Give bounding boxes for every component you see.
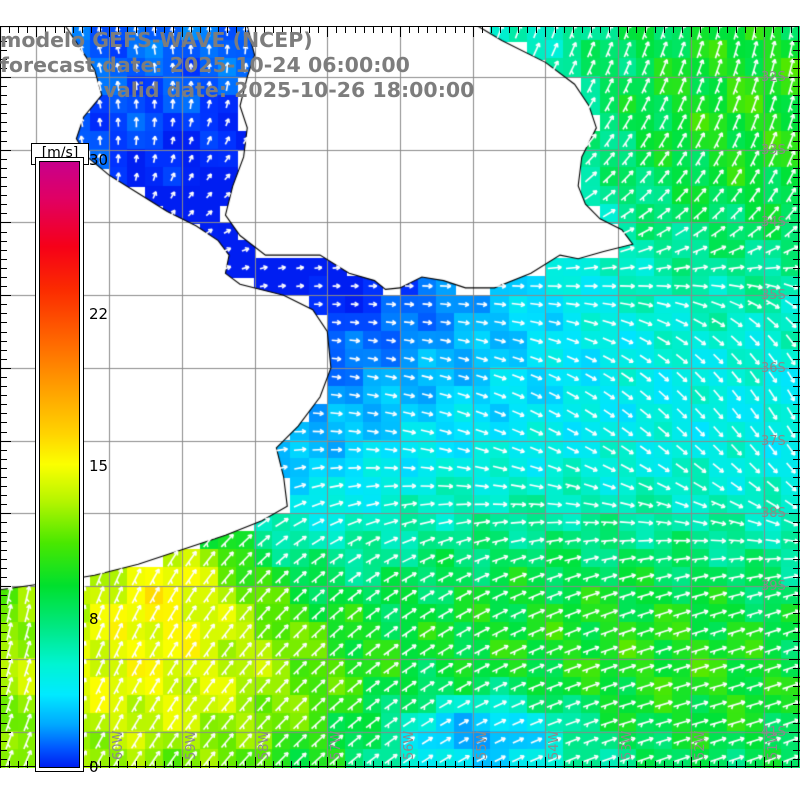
- lat-label-39S: 39S: [761, 579, 786, 595]
- lon-label-58W: 58W: [256, 730, 272, 760]
- lat-label-38S: 38S: [761, 506, 786, 522]
- lon-label-52W: 52W: [692, 730, 708, 760]
- colorbar-tick-15: 15: [89, 456, 109, 475]
- colorbar: [m/s] 30 22 15 8 0: [31, 143, 123, 776]
- colorbar-tick-0: 0: [89, 758, 99, 776]
- lat-label-35S: 35S: [761, 288, 786, 304]
- lon-label-59W: 59W: [183, 730, 199, 760]
- lon-label-57W: 57W: [329, 730, 345, 760]
- lat-label-37S: 37S: [761, 433, 786, 449]
- lat-label-34S: 34S: [761, 215, 786, 231]
- lat-label-32S: 32S: [761, 69, 786, 85]
- colorbar-gradient: [39, 161, 80, 768]
- lat-label-41S: 41S: [761, 724, 786, 740]
- lon-label-51W: 51W: [765, 730, 781, 760]
- lon-label-54W: 54W: [547, 730, 563, 760]
- colorbar-tick-30: 30: [89, 151, 109, 169]
- lat-label-33S: 33S: [761, 142, 786, 158]
- wind-field-canvas[interactable]: [0, 26, 800, 768]
- lon-label-53W: 53W: [620, 730, 636, 760]
- colorbar-tick-22: 22: [89, 304, 109, 323]
- lon-label-55W: 55W: [474, 730, 490, 760]
- colorbar-tick-8: 8: [89, 610, 99, 629]
- map-plot-area[interactable]: [0, 26, 800, 768]
- lat-label-36S: 36S: [761, 360, 786, 376]
- lon-label-56W: 56W: [402, 730, 417, 760]
